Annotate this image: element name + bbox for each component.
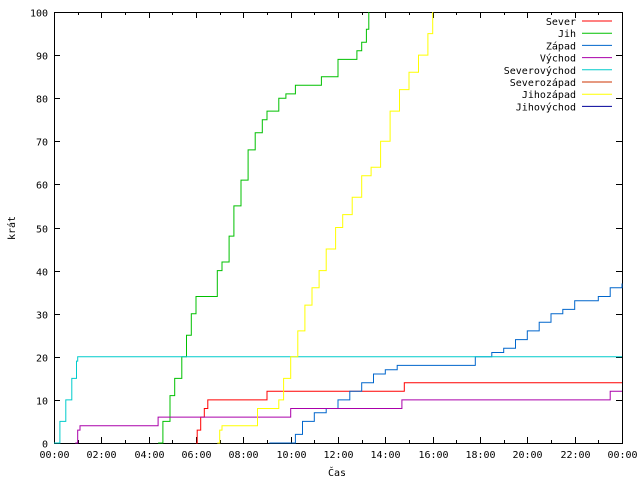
y-tick-label: 40	[36, 268, 48, 279]
x-tick-label: 06:00	[181, 450, 211, 461]
x-tick-label: 18:00	[465, 450, 495, 461]
legend-label: Východ	[540, 53, 576, 65]
legend-label: Sever	[546, 17, 576, 28]
x-tick-label: 00:00	[39, 450, 69, 461]
x-tick-label: 16:00	[418, 450, 448, 461]
legend-label: Jihozápad	[522, 89, 576, 101]
x-tick-label: 20:00	[512, 450, 542, 461]
series-line-Jih	[158, 12, 370, 444]
legend: SeverJihZápadVýchodSeverovýchodSeverozáp…	[504, 17, 612, 113]
x-tick-label: 22:00	[560, 450, 590, 461]
series-line-Západ	[269, 283, 623, 444]
y-tick-label: 60	[36, 181, 48, 192]
y-tick-label: 80	[36, 95, 48, 106]
y-tick-label: 90	[36, 52, 48, 63]
series-line-Severovýchod	[54, 356, 622, 444]
legend-label: Severozápad	[510, 77, 576, 89]
x-axis-label: Čas	[328, 466, 346, 479]
x-tick-label: 02:00	[86, 450, 116, 461]
legend-label: Jihovýchod	[516, 101, 576, 113]
x-tick-label: 12:00	[323, 450, 353, 461]
y-axis-label: krát	[6, 216, 18, 240]
y-tick-label: 100	[30, 9, 48, 20]
x-tick-label: 14:00	[370, 450, 400, 461]
y-tick-label: 10	[36, 397, 48, 408]
legend-label: Jih	[558, 29, 576, 40]
x-tick-label: 00:00	[607, 450, 637, 461]
y-tick-label: 30	[36, 311, 48, 322]
legend-label: Severovýchod	[504, 65, 576, 77]
legend-label: Západ	[546, 40, 576, 52]
series-line-Sever	[196, 382, 622, 444]
axis-ticks: 0 10 20 30 40 50 60 70 80 90 100 00:00 02:00 04:00 06:…	[30, 9, 638, 462]
series-line-Východ	[75, 390, 622, 444]
y-tick-label: 70	[36, 138, 48, 149]
y-tick-label: 50	[36, 225, 48, 236]
series-lines	[54, 12, 623, 444]
y-tick-label: 20	[36, 354, 48, 365]
series-line-Jihozápad	[217, 12, 434, 444]
x-tick-label: 10:00	[276, 450, 306, 461]
x-tick-label: 04:00	[134, 450, 164, 461]
x-tick-label: 08:00	[228, 450, 258, 461]
y-tick-label: 0	[42, 440, 48, 451]
